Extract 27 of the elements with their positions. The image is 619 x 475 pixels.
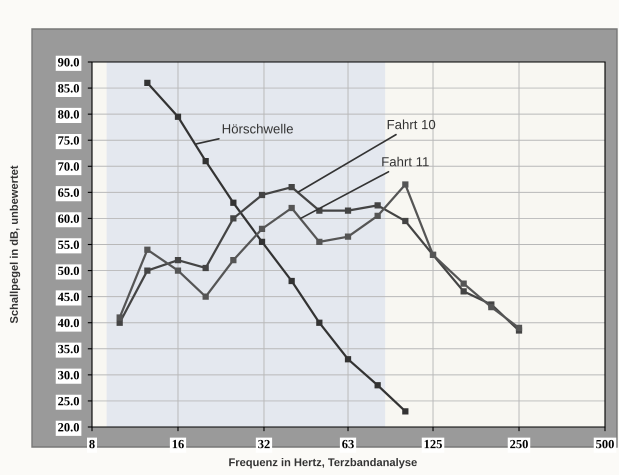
annotation: Fahrt 11	[382, 156, 429, 166]
y-tick-label: 25.0	[58, 396, 80, 406]
annotation: Fahrt 10	[388, 120, 436, 130]
x-axis-title: Frequenz in Hertz, Terzbandanalyse	[229, 458, 417, 468]
y-tick-label: 55.0	[58, 240, 80, 250]
y-tick-label: 50.0	[58, 266, 80, 276]
x-tick-label: 125	[424, 440, 442, 448]
y-tick-label: 60.0	[58, 214, 80, 223]
annotation: Hörschwelle	[222, 124, 293, 134]
x-tick-label: 63	[342, 440, 354, 448]
x-tick-label: 250	[510, 440, 528, 448]
y-tick-label: 75.0	[58, 136, 80, 145]
x-tick-label: 16	[172, 440, 184, 448]
y-tick-label: 90.0	[58, 58, 80, 67]
y-tick-label: 70.0	[58, 162, 80, 171]
y-tick-label: 45.0	[58, 292, 80, 302]
y-tick-label: 80.0	[58, 110, 80, 119]
y-tick-label: 85.0	[58, 84, 80, 93]
y-tick-label: 40.0	[58, 318, 80, 328]
y-tick-label: 20.0	[58, 423, 80, 432]
y-tick-label: 35.0	[58, 344, 80, 354]
y-axis-title: Schallpegel in dB, unbewertet	[10, 166, 20, 324]
y-tick-label: 65.0	[58, 188, 80, 197]
x-tick-label: 32	[258, 440, 270, 448]
y-tick-label: 30.0	[58, 370, 80, 380]
x-tick-label: 500	[596, 440, 614, 448]
x-tick-label: 8	[89, 440, 95, 448]
